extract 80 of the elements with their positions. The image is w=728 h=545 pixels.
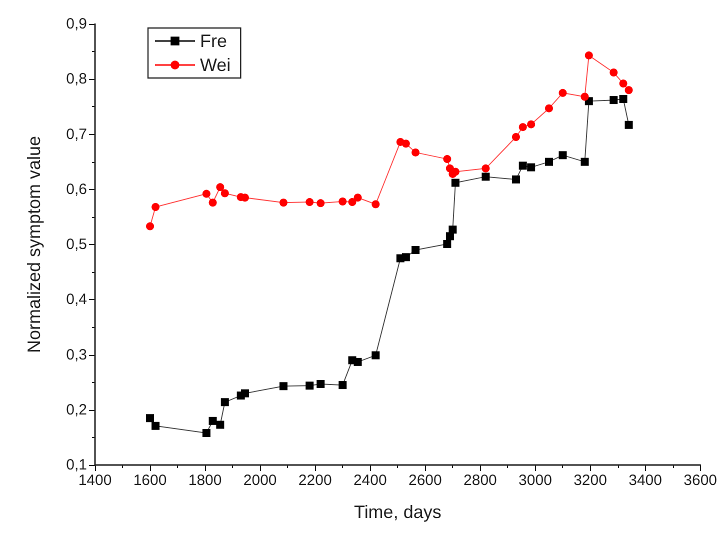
point [372,200,380,208]
x-tick-label: 1800 [188,472,222,489]
point [558,151,567,160]
point [512,175,520,184]
y-tick-label: 0,3 [66,346,87,364]
x-tick-label: 2800 [464,472,497,489]
point [402,253,410,262]
point [216,183,224,192]
x-tick-label: 3200 [574,472,607,489]
point [306,382,314,390]
point [354,194,362,202]
point [527,163,536,172]
point [354,358,362,366]
point [152,422,160,430]
point [216,420,224,429]
x-tick-label: 2000 [243,472,277,489]
point [202,429,210,438]
point [580,92,589,101]
point [202,190,210,198]
legend-label: Wei [200,55,231,75]
point [558,88,567,97]
x-tick-label: 1600 [133,472,167,489]
point [448,226,457,234]
point [544,158,553,166]
point [208,198,217,207]
point [208,416,217,425]
point [619,94,628,103]
y-tick-label: 0,6 [66,180,87,198]
point [146,222,154,230]
point [544,104,553,112]
y-tick-label: 0,1 [66,456,87,474]
x-tick-label: 2200 [298,472,332,489]
point [443,155,452,164]
point [372,351,380,360]
point [610,96,618,104]
point [412,246,420,254]
point [624,120,633,129]
point [518,162,527,170]
point [316,199,325,208]
legend-label: Fre [200,31,227,51]
y-tick-label: 0,9 [66,16,87,32]
point [619,80,628,88]
x-tick-label: 2400 [353,472,387,489]
point [240,389,249,398]
point [527,120,536,128]
point [412,148,420,156]
x-tick-label: 3000 [518,472,552,489]
x-tick-label: 2600 [408,472,442,489]
point [443,240,452,248]
point [306,198,314,206]
point [482,164,490,172]
point [584,51,593,60]
y-tick-label: 0,4 [66,291,87,308]
point [146,414,154,422]
y-tick-label: 0,7 [66,126,87,143]
point [220,398,229,406]
y-tick-label: 0,8 [66,70,87,88]
point [338,198,347,206]
point [348,198,356,206]
y-tick-label: 0,2 [66,401,87,418]
point [512,133,520,142]
point [279,382,288,390]
point [220,189,229,198]
point [518,123,527,132]
x-axis-title: Time, days [354,502,442,522]
point [482,172,490,181]
point [451,178,460,187]
point [402,140,410,148]
point [610,68,618,77]
x-tick-label: 1400 [78,472,112,489]
y-tick-label: 0,5 [66,236,87,253]
point [152,203,160,212]
point [338,381,347,390]
x-tick-label: 3600 [684,472,718,489]
point [279,198,288,207]
x-tick-label: 3400 [628,472,662,489]
y-axis-title: Normalized symptom value [24,136,44,354]
point [580,158,589,166]
point [316,380,325,388]
point [624,86,633,94]
